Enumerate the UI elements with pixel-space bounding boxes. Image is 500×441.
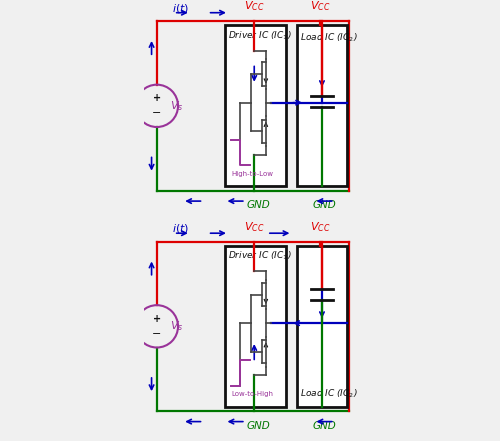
Text: −: − [152, 108, 162, 118]
Text: Load IC ($IC_2$): Load IC ($IC_2$) [300, 387, 358, 400]
Text: High-to-Low: High-to-Low [231, 171, 273, 177]
Bar [224, 246, 286, 407]
Bar [296, 246, 348, 407]
Text: GND: GND [312, 200, 336, 210]
Text: Load IC ($IC_2$): Load IC ($IC_2$) [300, 31, 358, 44]
Text: Low-to-High: Low-to-High [231, 391, 273, 397]
Bar [224, 26, 286, 186]
Text: $i(t)$: $i(t)$ [172, 2, 189, 15]
Text: GND: GND [312, 421, 336, 431]
Text: Driver IC ($IC_1$): Driver IC ($IC_1$) [228, 29, 292, 41]
Text: $V_s$: $V_s$ [170, 319, 183, 333]
Text: −: − [152, 329, 162, 339]
Text: Driver IC ($IC_1$): Driver IC ($IC_1$) [228, 250, 292, 262]
Text: +: + [153, 93, 161, 104]
Text: $V_s$: $V_s$ [170, 99, 183, 113]
Text: $i(t)$: $i(t)$ [172, 222, 189, 235]
Text: GND: GND [246, 421, 270, 431]
Text: +: + [153, 314, 161, 324]
Text: $V_{CC}$: $V_{CC}$ [244, 220, 264, 234]
Text: $V_{CC}$: $V_{CC}$ [310, 0, 330, 13]
Text: $V_{CC}$: $V_{CC}$ [310, 220, 330, 234]
Text: $V_{CC}$: $V_{CC}$ [244, 0, 264, 13]
Bar [296, 26, 348, 186]
Text: GND: GND [246, 200, 270, 210]
